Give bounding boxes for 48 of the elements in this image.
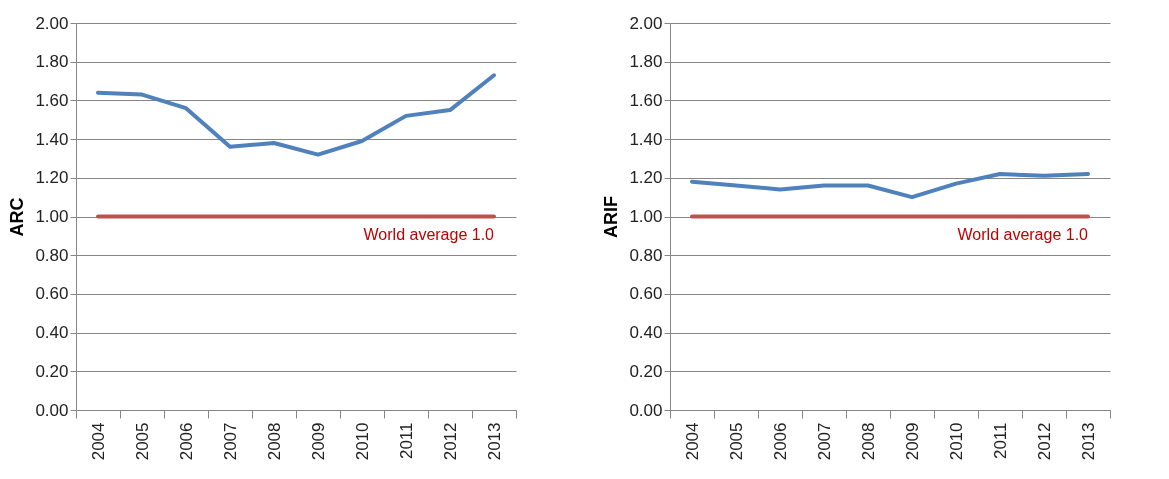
y-tick-label: 0.60 — [35, 284, 69, 304]
y-axis-title: ARC — [7, 197, 28, 237]
y-tick-label: 1.60 — [35, 90, 69, 110]
x-tick-label: 2007 — [220, 422, 240, 461]
y-tick-label: 1.80 — [629, 52, 663, 72]
y-tick-label: 1.20 — [629, 168, 663, 188]
y-axis-title: ARIF — [601, 196, 622, 238]
y-tick-label: 0.20 — [629, 361, 663, 381]
y-tick-label: 1.60 — [629, 90, 663, 110]
x-tick-label: 2005 — [132, 422, 152, 461]
x-tick-label: 2009 — [902, 422, 922, 461]
y-tick-label: 0.60 — [629, 284, 663, 304]
y-tick-label: 0.40 — [35, 323, 69, 343]
x-tick-label: 2012 — [440, 422, 460, 461]
x-tick-label: 2006 — [770, 422, 790, 461]
ref-line-label: World average 1.0 — [363, 225, 495, 243]
y-tick-label: 2.00 — [629, 13, 663, 33]
y-tick-label: 0.00 — [629, 400, 663, 420]
line-series — [690, 171, 1090, 200]
y-tick-label: 1.40 — [35, 129, 69, 149]
y-tick-label: 2.00 — [35, 13, 69, 33]
y-tick-label: 0.80 — [35, 245, 69, 265]
y-tick-label: 0.20 — [35, 361, 69, 381]
x-tick-label: 2006 — [176, 422, 196, 461]
x-tick-label: 2011 — [990, 422, 1010, 460]
y-tick-label: 1.20 — [35, 168, 69, 188]
x-tick-label: 2013 — [1078, 422, 1098, 461]
x-tick-label: 2004 — [88, 422, 108, 461]
y-tick-label: 1.00 — [629, 207, 663, 226]
y-tick-label: 0.00 — [35, 400, 69, 420]
x-tick-label: 2010 — [946, 422, 966, 461]
x-tick-label: 2012 — [1034, 422, 1054, 461]
line-series — [96, 73, 496, 157]
x-tick-label: 2007 — [814, 422, 834, 461]
x-tick-label: 2011 — [396, 422, 416, 460]
y-tick-label: 1.80 — [35, 52, 69, 72]
y-tick-label: 0.40 — [629, 323, 663, 343]
x-tick-label: 2008 — [264, 422, 284, 461]
y-tick-label: 1.00 — [35, 207, 69, 226]
x-tick-label: 2008 — [858, 422, 878, 461]
y-tick-label: 1.40 — [629, 129, 663, 149]
x-tick-label: 2004 — [682, 422, 702, 461]
x-tick-label: 2005 — [726, 422, 746, 461]
y-tick-label: 0.80 — [629, 245, 663, 265]
x-tick-label: 2010 — [352, 422, 372, 461]
ref-line-label: World average 1.0 — [957, 225, 1089, 243]
x-tick-label: 2013 — [484, 422, 504, 461]
x-tick-label: 2009 — [308, 422, 328, 461]
